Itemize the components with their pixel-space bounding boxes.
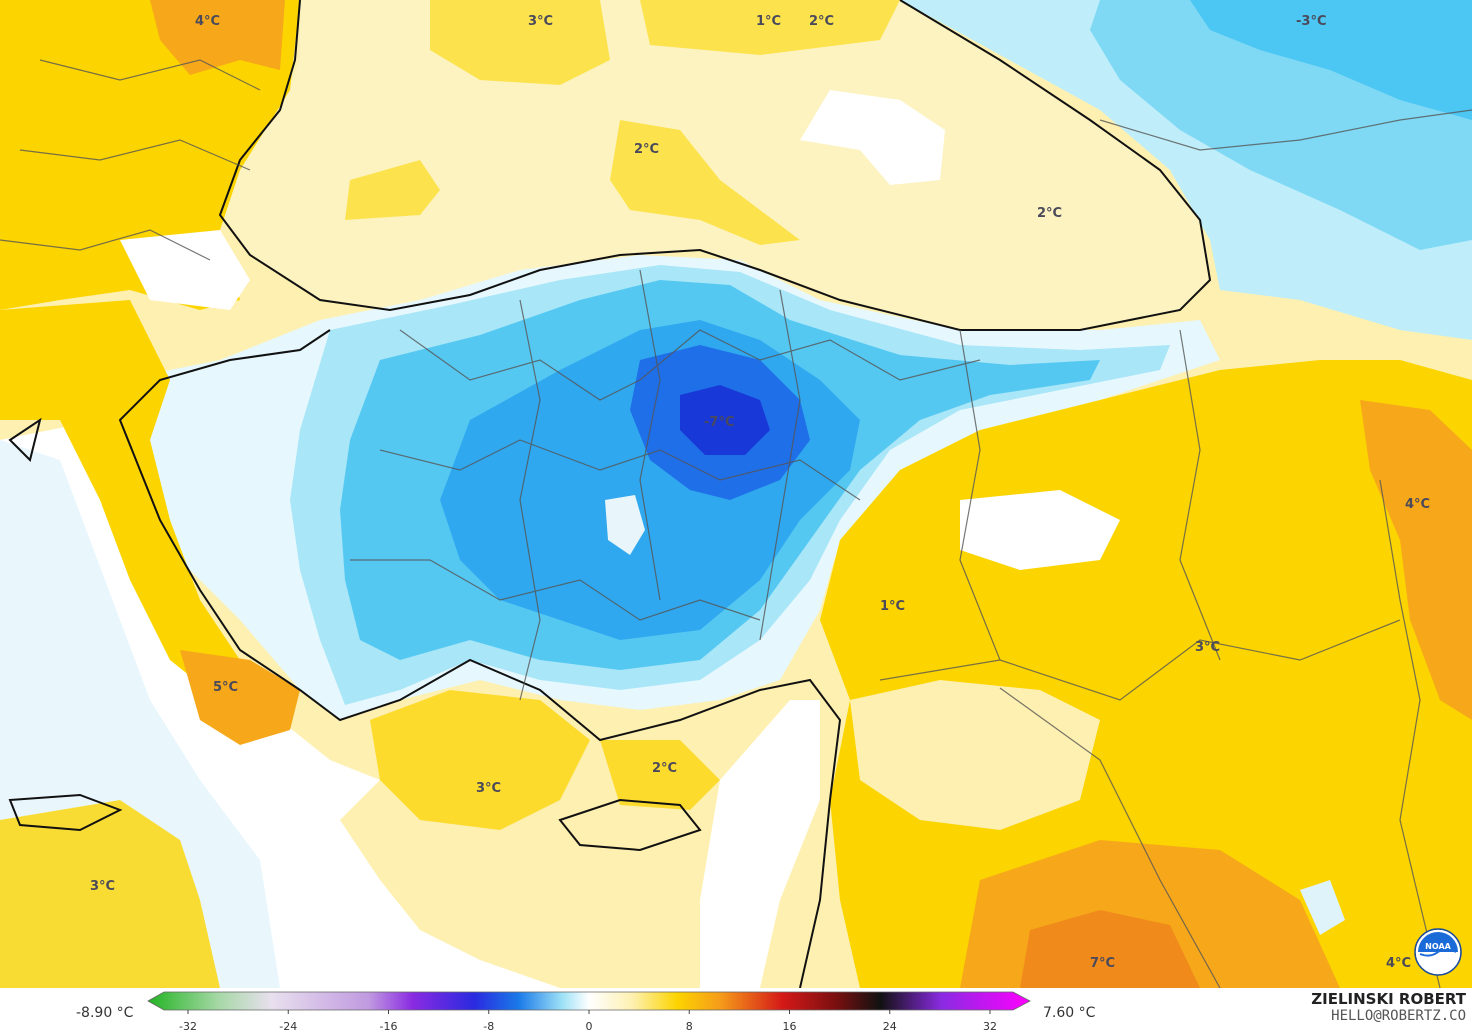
colorbar-tick-label: 8 [686, 1020, 693, 1033]
balkans-white [120, 230, 250, 310]
temp-label: 4°C [1405, 497, 1430, 512]
colorbar-tick-label: 32 [983, 1020, 997, 1033]
anatolia-core [680, 385, 770, 455]
scale-min-label: -8.90 °C [76, 1005, 134, 1021]
temp-label: 1°C [756, 14, 781, 29]
blacksea-field [220, 0, 1210, 330]
temp-label: 2°C [809, 14, 834, 29]
med-yellow-2 [600, 740, 720, 810]
levant-white [700, 700, 820, 988]
temperature-map: 4°C 3°C 1°C 2°C -3°C 2°C 2°C -7°C 4°C 1°… [0, 0, 1472, 988]
crete-yellow [0, 800, 220, 988]
iran-orange [1360, 400, 1472, 720]
temp-label: 2°C [652, 761, 677, 776]
greece-yellow [0, 300, 240, 700]
map-svg: 4°C 3°C 1°C 2°C -3°C 2°C 2°C -7°C 4°C 1°… [0, 0, 1472, 988]
blacksea-yellow-1 [430, 0, 610, 85]
iraq-deep [1020, 910, 1200, 988]
caucasus-deep [1190, 0, 1472, 120]
iraq-lake [1300, 880, 1345, 935]
temp-label: 1°C [880, 599, 905, 614]
temp-label: 3°C [1195, 640, 1220, 655]
blacksea-yellow-2 [610, 120, 800, 245]
colorbar-panel: -8.90 °C -3 [0, 988, 1472, 1035]
colorbar-tick-label: 24 [883, 1020, 897, 1033]
colorbar-tick-label: 0 [586, 1020, 593, 1033]
colorbar: -32 -24 -16 -8 0 8 16 24 32 [147, 991, 1031, 1033]
balkans-field [0, 0, 300, 310]
coastlines [8, 0, 1212, 988]
blacksea-yellow-4 [640, 0, 900, 55]
temp-label: -7°C [704, 415, 734, 430]
east-pale [850, 680, 1100, 830]
colorbar-tick-label: -16 [380, 1020, 398, 1033]
med-yellow [370, 690, 590, 830]
temp-label: 2°C [634, 142, 659, 157]
east-white [960, 490, 1120, 570]
temp-label: 5°C [213, 680, 238, 695]
blacksea-yellow-3 [345, 160, 440, 220]
colorbar-tick-label: 16 [783, 1020, 797, 1033]
noaa-logo-icon: NOAA [1414, 928, 1462, 976]
rhodes-orange [180, 650, 300, 745]
tuzlake-white [605, 495, 645, 555]
scale-max-label: 7.60 °C [1043, 1005, 1096, 1021]
temp-label: 3°C [476, 781, 501, 796]
admin-borders [0, 59, 1472, 988]
balkans-orange [150, 0, 285, 75]
blacksea-white [800, 90, 945, 185]
colorbar-tick-label: -8 [483, 1020, 494, 1033]
author-name: ZIELINSKI ROBERT [1311, 990, 1466, 1008]
svg-text:NOAA: NOAA [1425, 942, 1451, 951]
temp-label: 2°C [1037, 206, 1062, 221]
colorbar-ticks: -32 -24 -16 -8 0 8 16 24 32 [179, 1010, 997, 1033]
temp-label: 4°C [1386, 956, 1411, 971]
temp-label: -3°C [1296, 14, 1326, 29]
temp-label: 7°C [1090, 956, 1115, 971]
temp-label: 3°C [90, 879, 115, 894]
temp-label: 3°C [528, 14, 553, 29]
colorbar-tick-label: -24 [279, 1020, 297, 1033]
author-email: HELLO@ROBERTZ.CO [1331, 1008, 1466, 1024]
temp-label: 4°C [195, 14, 220, 29]
colorbar-tick-label: -32 [179, 1020, 197, 1033]
